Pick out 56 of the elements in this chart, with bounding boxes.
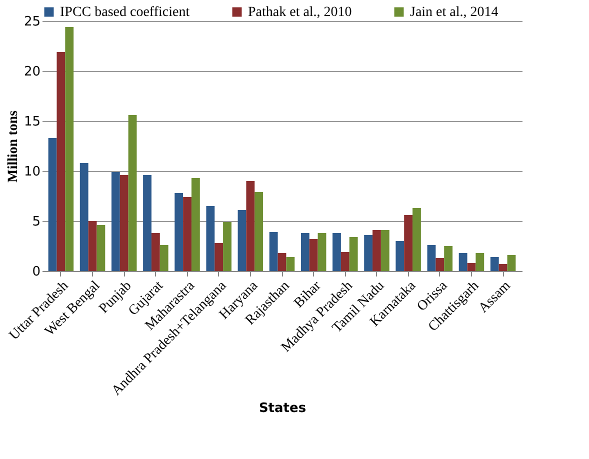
bar bbox=[507, 255, 516, 271]
bar bbox=[223, 222, 232, 271]
bar bbox=[396, 241, 404, 271]
y-tick-label: 25 bbox=[24, 14, 40, 30]
bar bbox=[254, 192, 264, 271]
bar bbox=[246, 181, 255, 271]
y-tick-label: 5 bbox=[32, 214, 40, 230]
bar bbox=[111, 172, 120, 271]
bar bbox=[498, 264, 508, 271]
legend-label: Pathak et al., 2010 bbox=[248, 5, 352, 20]
bar bbox=[120, 175, 128, 271]
bar bbox=[309, 239, 318, 271]
bar bbox=[174, 193, 184, 271]
bar bbox=[318, 233, 326, 271]
bar bbox=[332, 233, 341, 271]
bar bbox=[427, 245, 436, 271]
bar bbox=[300, 233, 310, 271]
bar bbox=[278, 253, 286, 271]
bar bbox=[128, 115, 137, 271]
bar bbox=[444, 246, 453, 271]
bar bbox=[206, 206, 215, 271]
bar bbox=[286, 257, 295, 271]
x-axis-title: States bbox=[258, 401, 306, 416]
bar bbox=[151, 233, 160, 271]
bar bbox=[88, 221, 97, 271]
bar bbox=[183, 197, 192, 271]
legend-label: Jain et al., 2014 bbox=[410, 5, 498, 20]
bar bbox=[380, 230, 390, 271]
bar bbox=[65, 27, 74, 271]
bar bbox=[191, 178, 200, 271]
y-axis-title: Million tons bbox=[6, 110, 21, 182]
bar bbox=[143, 175, 152, 271]
bar bbox=[214, 243, 224, 271]
y-tick-label: 20 bbox=[24, 64, 40, 80]
bar bbox=[56, 52, 66, 271]
bar bbox=[372, 230, 381, 271]
bar bbox=[476, 253, 484, 271]
bar bbox=[412, 208, 421, 271]
bar bbox=[349, 237, 358, 271]
bar bbox=[238, 210, 246, 271]
bar bbox=[160, 245, 168, 271]
bar bbox=[404, 215, 413, 271]
y-tick-label: 0 bbox=[32, 264, 40, 280]
bar bbox=[340, 252, 350, 271]
bar bbox=[467, 263, 476, 271]
bar bbox=[436, 258, 444, 271]
bar bbox=[269, 232, 278, 271]
bar bbox=[80, 163, 88, 271]
legend-label: IPCC based coefficient bbox=[60, 5, 190, 20]
y-tick-label: 10 bbox=[24, 164, 40, 180]
bar bbox=[364, 235, 373, 271]
bar bbox=[490, 257, 499, 271]
bar bbox=[96, 225, 106, 271]
bar bbox=[458, 253, 468, 271]
y-tick-label: 15 bbox=[24, 114, 40, 130]
bar bbox=[48, 138, 57, 271]
